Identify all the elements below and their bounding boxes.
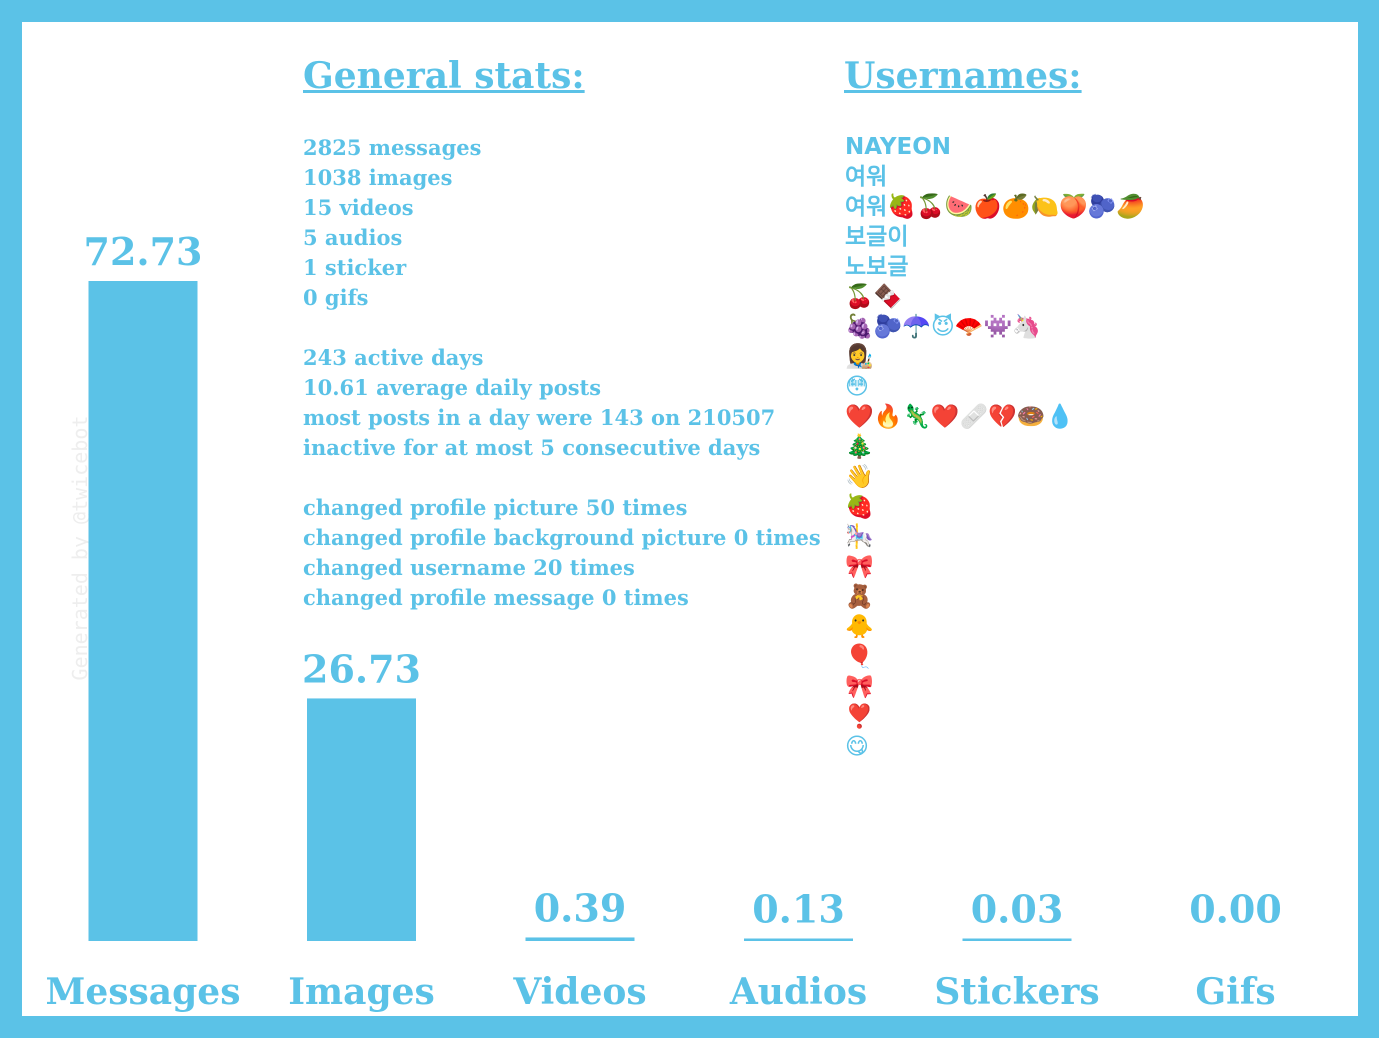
- username-entry: 🎠: [845, 524, 874, 550]
- username-entry: 🐥: [845, 614, 874, 640]
- username-entry: 🎀: [845, 674, 874, 700]
- general-stat-line: changed username 20 times: [303, 555, 635, 580]
- username-entry: 🍒🍫: [845, 284, 903, 310]
- category-label-stickers: Stickers: [934, 971, 1099, 1013]
- general-stat-line: 15 videos: [303, 195, 414, 220]
- value-label-messages: 72.73: [84, 229, 203, 274]
- value-label-gifs: 0.00: [1189, 887, 1282, 932]
- username-entry: ❣️: [845, 704, 874, 730]
- bar-stickers: [962, 938, 1072, 941]
- bar-chart: 72.73 Messages 26.73 Images 0.39 Videos 0.13 Au…: [46, 229, 1282, 1013]
- bar-messages: [88, 281, 198, 941]
- username-entry: 노보글: [845, 254, 909, 280]
- general-stat-line: most posts in a day were 143 on 210507: [303, 405, 776, 430]
- username-entry: 😳: [845, 374, 869, 400]
- username-entry: 👩‍🎨: [845, 344, 874, 370]
- username-entry: 🍓: [845, 494, 874, 520]
- category-label-messages: Messages: [46, 971, 241, 1013]
- general-stats-title: General stats:: [303, 55, 585, 97]
- username-entry: 🧸: [845, 584, 874, 610]
- value-label-stickers: 0.03: [971, 887, 1064, 932]
- general-stat-line: 243 active days: [303, 345, 484, 370]
- general-stat-line: 1 sticker: [303, 255, 407, 280]
- username-entry: 🎄: [845, 434, 874, 460]
- username-entry: 여워🍓🍒🍉🍎🍊🍋🍑🫐🥭: [845, 194, 1146, 220]
- general-stat-line: 0 gifs: [303, 285, 369, 310]
- value-label-audios: 0.13: [752, 887, 845, 932]
- usernames-title: Usernames:: [844, 55, 1082, 97]
- username-entry: NAYEON: [845, 134, 952, 160]
- general-stat-line: changed profile message 0 times: [303, 585, 689, 610]
- username-entry: 👋: [845, 464, 874, 490]
- username-entry: 여워: [845, 164, 888, 190]
- username-entry: ❤️🔥🦎❤️🩹💔🍩💧: [845, 404, 1075, 430]
- username-entry: 😋: [845, 734, 869, 760]
- general-stat-line: 2825 messages: [303, 135, 482, 160]
- value-label-images: 26.73: [302, 646, 421, 691]
- bar-audios: [744, 938, 853, 941]
- general-stat-line: changed profile picture 50 times: [303, 495, 688, 520]
- username-entry: 보글이: [845, 224, 909, 250]
- general-stat-line: changed profile background picture 0 tim…: [303, 525, 821, 550]
- username-entry: 🎀: [845, 554, 874, 580]
- general-stat-line: 10.61 average daily posts: [303, 375, 602, 400]
- category-label-audios: Audios: [729, 971, 867, 1013]
- value-label-videos: 0.39: [534, 885, 627, 930]
- username-entry: 🎈: [845, 644, 874, 670]
- category-label-gifs: Gifs: [1195, 971, 1275, 1013]
- category-label-videos: Videos: [512, 971, 646, 1013]
- general-stat-line: 1038 images: [303, 165, 453, 190]
- chart-canvas: Generated by @twicebot_ 72.73 Messages 26.…: [22, 22, 1358, 1016]
- username-entry: 🍇🫐☂️😈🪭👾🦄: [845, 314, 1041, 340]
- bar-images: [307, 698, 416, 941]
- general-stat-line: 5 audios: [303, 225, 403, 250]
- general-stat-line: inactive for at most 5 consecutive days: [303, 435, 761, 460]
- bar-videos: [525, 937, 635, 941]
- category-label-images: Images: [288, 971, 435, 1013]
